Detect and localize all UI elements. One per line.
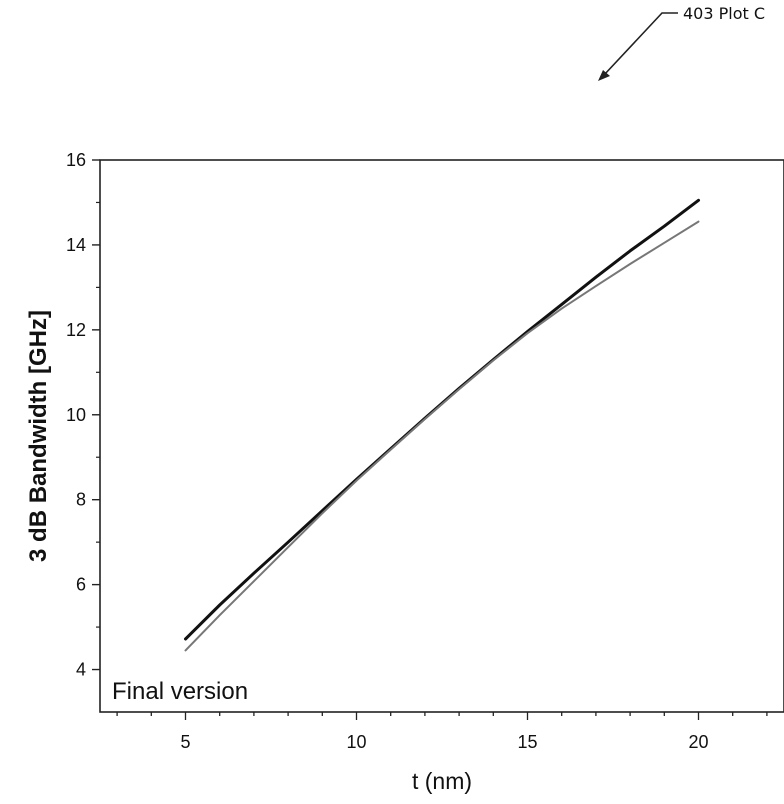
y-tick-label: 4 [76, 660, 86, 680]
x-tick-label: 10 [346, 732, 366, 752]
y-tick-label: 8 [76, 490, 86, 510]
callout: 403 Plot C [0, 0, 784, 120]
x-tick-label: 5 [180, 732, 190, 752]
series-line-2 [184, 220, 700, 652]
y-axis-label: 3 dB Bandwidth [GHz] [25, 310, 52, 562]
ticks: 4 6 8 10 12 14 16 5 10 15 20 [66, 150, 768, 752]
series-group [184, 198, 700, 652]
x-axis-label: t (nm) [412, 768, 472, 794]
x-tick-label: 15 [517, 732, 537, 752]
callout-arrow [598, 12, 678, 81]
x-tick-label: 20 [688, 732, 708, 752]
y-tick-label: 14 [66, 235, 86, 255]
y-tick-label: 6 [76, 575, 86, 595]
callout-label: 403 Plot C [683, 4, 766, 23]
y-tick-label: 16 [66, 150, 86, 170]
y-tick-label: 10 [66, 405, 86, 425]
y-tick-label: 12 [66, 320, 86, 340]
chart-annotation: Final version [112, 678, 248, 705]
plot-frame [99, 159, 784, 713]
